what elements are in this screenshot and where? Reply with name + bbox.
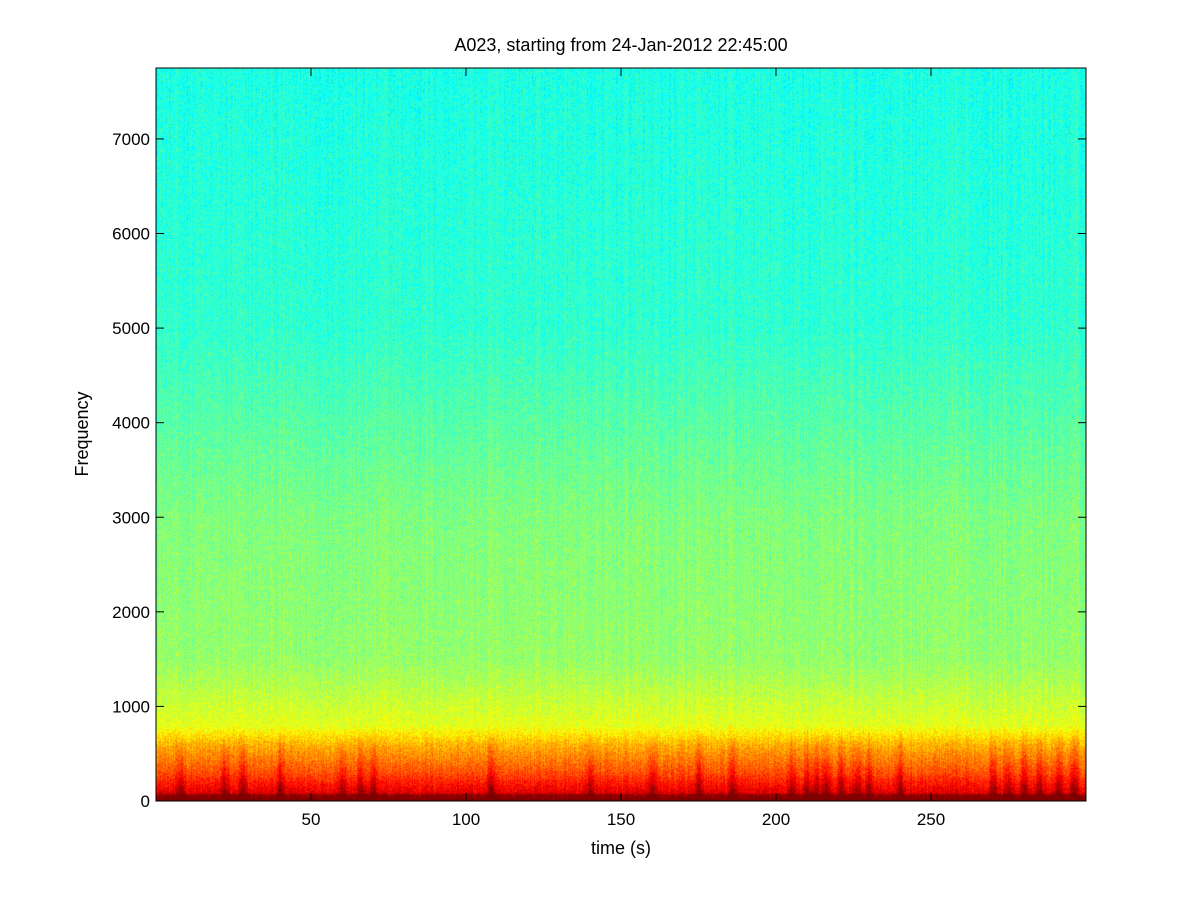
x-axis-title: time (s) — [591, 838, 651, 858]
x-tick-label: 150 — [607, 810, 635, 829]
y-tick-label: 4000 — [112, 414, 150, 433]
y-axis: 0 1000 2000 3000 4000 5000 6000 7000 — [112, 130, 1086, 811]
x-tick-label: 250 — [917, 810, 945, 829]
y-tick-label: 1000 — [112, 697, 150, 716]
chart-title: A023, starting from 24-Jan-2012 22:45:00 — [454, 35, 787, 55]
spectrogram-image — [156, 68, 1086, 801]
x-axis: 50 100 150 200 250 — [302, 68, 945, 829]
y-tick-label: 6000 — [112, 225, 150, 244]
y-tick-label: 5000 — [112, 319, 150, 338]
y-tick-label: 0 — [141, 792, 150, 811]
y-tick-label: 2000 — [112, 603, 150, 622]
y-axis-title: Frequency — [72, 391, 92, 476]
x-tick-label: 100 — [452, 810, 480, 829]
x-tick-label: 200 — [762, 810, 790, 829]
x-tick-label: 50 — [302, 810, 321, 829]
y-tick-label: 3000 — [112, 508, 150, 527]
axes-frame — [155, 67, 1087, 802]
y-tick-label: 7000 — [112, 130, 150, 149]
